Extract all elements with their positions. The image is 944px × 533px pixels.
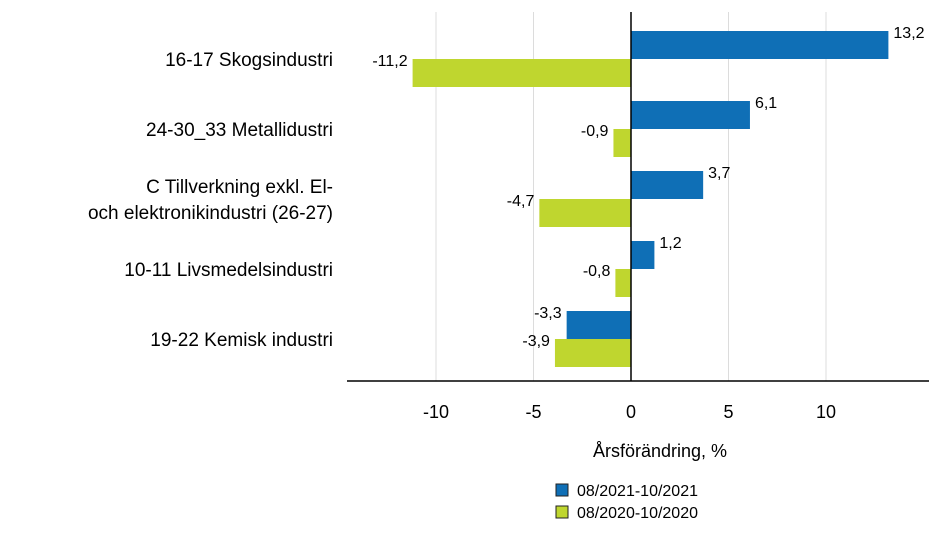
x-tick-label: 0 (626, 402, 636, 422)
legend: 08/2021-10/2021 08/2020-10/2020 (555, 483, 698, 522)
legend-label: 08/2020-10/2020 (577, 505, 698, 522)
bars (412, 31, 889, 367)
data-label: 13,2 (893, 25, 924, 42)
data-label: 3,7 (708, 165, 730, 182)
x-axis-title: Årsförändring, % (593, 441, 727, 461)
legend-label: 08/2021-10/2021 (577, 483, 698, 500)
data-label: 6,1 (755, 95, 777, 112)
legend-swatch (555, 505, 569, 519)
category-label: 24-30_33 Metallidustri (146, 120, 333, 141)
bar (539, 199, 631, 227)
category-labels: 16-17 Skogsindustri 24-30_33 Metallidustr… (88, 50, 333, 351)
bar (613, 129, 631, 157)
bar (631, 101, 750, 129)
bar (615, 269, 631, 297)
bar (554, 339, 631, 367)
bar (412, 59, 631, 87)
data-label: -0,8 (583, 263, 611, 280)
category-label: och elektronikindustri (26-27) (88, 203, 333, 224)
bar (566, 311, 631, 339)
x-tick-label: -10 (423, 402, 449, 422)
x-tick-label: 10 (816, 402, 836, 422)
legend-swatch (555, 483, 569, 497)
category-label: C Tillverkning exkl. El- (146, 177, 333, 198)
data-label: -11,2 (372, 53, 407, 70)
bar (631, 171, 704, 199)
data-label: -0,9 (581, 123, 609, 140)
data-label: -4,7 (507, 193, 535, 210)
axes (347, 12, 929, 382)
category-label: 10-11 Livsmedelsindustri (124, 260, 333, 281)
bar (631, 31, 889, 59)
data-label: -3,9 (522, 333, 550, 350)
data-label: 1,2 (659, 235, 681, 252)
data-label: -3,3 (534, 305, 562, 322)
x-tick-label: 5 (723, 402, 733, 422)
data-labels: 13,2 6,1 3,7 1,2 -3,3 -11,2 -0,9 -4,7 -0,8 -3,9 (372, 25, 924, 350)
category-label: 19-22 Kemisk industri (150, 330, 333, 351)
category-label: 16-17 Skogsindustri (165, 50, 333, 71)
x-tick-label: -5 (525, 402, 541, 422)
bar (631, 241, 655, 269)
x-tick-labels: -10 -5 0 5 10 (423, 402, 836, 422)
